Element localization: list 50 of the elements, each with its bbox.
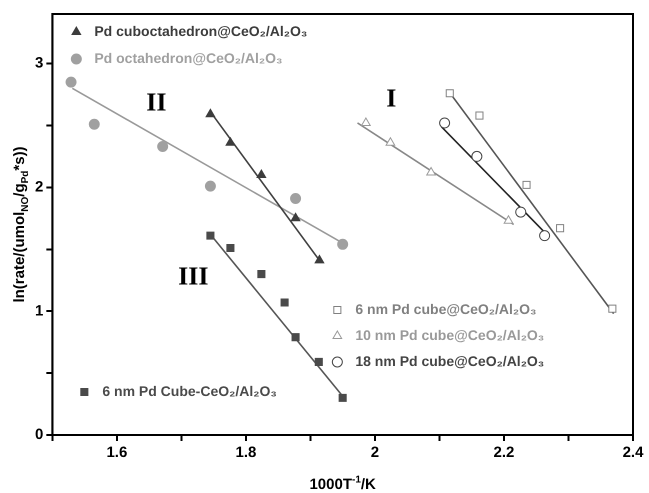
- point: [426, 166, 436, 176]
- point: [504, 215, 514, 224]
- point: [337, 238, 348, 250]
- point: [206, 232, 214, 240]
- point: [157, 140, 168, 152]
- point: [475, 112, 484, 120]
- point: [290, 192, 302, 204]
- point: [206, 108, 216, 118]
- point: [226, 244, 234, 252]
- annotation: I: [386, 84, 396, 113]
- y-tick-label: 0: [35, 426, 44, 444]
- x-tick-label: 2: [370, 444, 380, 462]
- point: [292, 333, 300, 342]
- legend-label: 6 nm Pd Cube-CeO₂/Al₂O₃: [102, 382, 277, 399]
- x-tick-label: 1.8: [235, 444, 256, 462]
- x-tick-label: 2.4: [622, 444, 644, 462]
- y-tick-label: 1: [35, 302, 44, 320]
- point: [471, 150, 482, 162]
- x-tick-label: 2.2: [494, 444, 514, 462]
- point: [257, 270, 266, 278]
- y-tick-label: 2: [35, 178, 44, 196]
- point: [539, 230, 550, 242]
- legend-label: 10 nm Pd cube@CeO₂/Al₂O₃: [355, 326, 544, 343]
- annotation: II: [146, 88, 166, 117]
- point: [314, 254, 324, 264]
- annotation: III: [178, 262, 209, 291]
- point: [556, 224, 564, 232]
- x-tick-label: 1.6: [106, 444, 128, 462]
- y-tick-label: 3: [35, 54, 44, 72]
- point: [608, 304, 616, 313]
- point: [338, 394, 347, 402]
- point: [446, 89, 454, 98]
- point: [439, 117, 450, 128]
- point: [290, 212, 300, 222]
- point: [256, 169, 266, 178]
- point: [522, 180, 531, 189]
- point: [88, 118, 100, 130]
- point: [204, 180, 216, 192]
- point: [361, 117, 371, 126]
- point: [226, 137, 236, 146]
- legend-label: Pd cuboctahedron@CeO₂/Al₂O₃: [94, 22, 308, 39]
- y-axis-title: ln(rate/(umolNO/gPd*s)): [11, 146, 31, 303]
- point: [515, 206, 526, 218]
- point: [314, 358, 323, 366]
- point: [280, 298, 289, 307]
- point: [66, 76, 77, 88]
- legend-label: 6 nm Pd cube@CeO₂/Al₂O₃: [355, 300, 536, 317]
- point: [386, 137, 396, 146]
- legend-label: 18 nm Pd cube@CeO₂/Al₂O₃: [355, 352, 544, 369]
- legend-label: Pd octahedron@CeO₂/Al₂O₃: [94, 50, 282, 66]
